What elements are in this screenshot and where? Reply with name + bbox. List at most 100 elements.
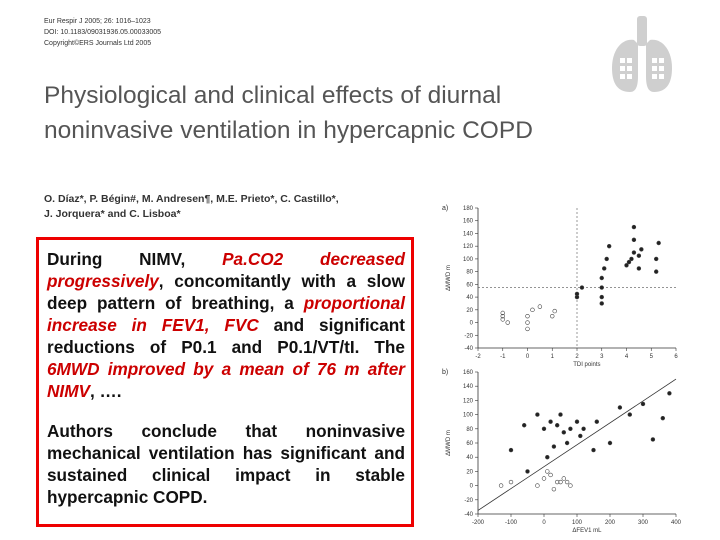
summary-highlight-fev1: proportional increase in FEV1, FVC xyxy=(47,293,405,335)
x-tick-label: 3 xyxy=(600,354,604,360)
data-point-filled xyxy=(574,419,580,424)
data-point-open xyxy=(537,304,543,309)
data-point-filled xyxy=(568,426,573,432)
data-point-open xyxy=(545,469,550,474)
data-point-filled xyxy=(636,266,642,271)
y-tick-label: 160 xyxy=(463,370,474,376)
summary-text: , concomitantly with a slow deep pattern… xyxy=(47,271,405,313)
data-point-filled xyxy=(521,423,527,428)
data-point-filled xyxy=(626,259,632,265)
data-point-filled xyxy=(639,247,644,252)
data-point-filled xyxy=(554,423,560,428)
x-tick-label: -100 xyxy=(505,520,518,526)
summary-highlight-paco2: Pa.CO2 decreased progressively xyxy=(47,249,405,291)
paper-title: Physiological and clinical effects of di… xyxy=(44,82,533,144)
data-point-filled xyxy=(660,415,666,421)
y-axis-label: ΔMWD m xyxy=(446,430,452,456)
data-point-filled xyxy=(591,447,596,453)
data-point-filled xyxy=(631,250,637,255)
y-tick-label: 20 xyxy=(466,469,473,475)
data-point-filled xyxy=(654,269,659,274)
authors-line-1: O. Díaz*, P. Bégin#, M. Andresen¶, M.E. … xyxy=(44,193,339,205)
data-point-filled xyxy=(602,266,607,271)
data-point-open xyxy=(530,307,535,313)
data-point-open xyxy=(525,313,530,319)
y-tick-label: 100 xyxy=(463,257,474,263)
summary-text: During NIMV, xyxy=(47,249,223,269)
y-tick-label: 180 xyxy=(463,206,474,212)
data-point-open xyxy=(554,479,560,485)
y-tick-label: 60 xyxy=(466,441,473,447)
x-tick-label: 0 xyxy=(542,520,546,526)
data-point-filled xyxy=(599,275,604,281)
data-point-filled xyxy=(579,285,585,290)
y-tick-label: 140 xyxy=(463,384,474,390)
y-tick-label: -20 xyxy=(464,333,473,339)
data-point-filled xyxy=(606,243,612,249)
data-point-filled xyxy=(564,440,570,446)
data-point-filled xyxy=(599,285,604,290)
data-point-open xyxy=(550,313,555,319)
data-point-open xyxy=(541,476,547,481)
data-point-filled xyxy=(535,412,540,417)
y-tick-label: 40 xyxy=(466,295,473,301)
data-point-filled xyxy=(581,426,586,432)
y-tick-label: 0 xyxy=(470,484,474,490)
data-point-filled xyxy=(656,240,661,246)
data-point-open xyxy=(500,317,505,322)
y-tick-label: 80 xyxy=(466,427,473,433)
data-point-open xyxy=(525,326,530,332)
data-point-filled xyxy=(558,412,563,417)
data-point-open xyxy=(561,476,567,481)
data-point-filled xyxy=(629,256,634,262)
data-point-open xyxy=(525,320,530,325)
x-tick-label: 1 xyxy=(551,354,555,360)
y-tick-label: 140 xyxy=(463,231,474,237)
data-point-filled xyxy=(525,469,530,474)
data-point-open xyxy=(505,320,510,325)
paper-authors: O. Díaz*, P. Bégin#, M. Andresen¶, M.E. … xyxy=(44,192,444,222)
data-point-filled xyxy=(627,412,633,417)
data-point-filled xyxy=(541,426,547,432)
journal-citation: Eur Respir J 2005; 26: 1016–1023 xyxy=(44,18,151,25)
y-tick-label: 0 xyxy=(470,321,474,327)
y-tick-label: 120 xyxy=(463,244,474,250)
data-point-filled xyxy=(631,237,637,243)
x-tick-label: 2 xyxy=(575,354,579,360)
data-point-open xyxy=(568,483,573,488)
data-point-open xyxy=(535,483,540,488)
x-tick-label: 100 xyxy=(572,520,583,526)
data-point-filled xyxy=(578,433,583,439)
y-tick-label: 60 xyxy=(466,282,473,288)
authors-line-2: J. Jorquera* and C. Lisboa* xyxy=(44,208,181,220)
data-point-filled xyxy=(640,401,646,407)
x-axis-label: ΔFEV1 mL xyxy=(572,528,602,534)
y-tick-label: 40 xyxy=(466,455,473,461)
x-tick-label: 0 xyxy=(526,354,530,360)
data-point-filled xyxy=(561,430,567,435)
data-point-open xyxy=(564,479,570,485)
data-point-filled xyxy=(624,263,629,268)
data-point-filled xyxy=(548,419,553,424)
x-tick-label: -1 xyxy=(500,354,506,360)
summary-box: During NIMV, Pa.CO2 decreased progressiv… xyxy=(36,237,414,527)
summary-highlight-6mwd: 6MWD improved by a mean of 76 m after NI… xyxy=(47,359,405,401)
y-tick-label: -20 xyxy=(464,498,473,504)
y-tick-label: -40 xyxy=(464,346,473,352)
data-point-open xyxy=(498,483,504,488)
panel-label: b) xyxy=(442,369,448,376)
y-axis-label: ΔMWD m xyxy=(446,265,452,291)
summary-paragraph-findings: During NIMV, Pa.CO2 decreased progressiv… xyxy=(47,248,405,402)
data-point-filled xyxy=(631,224,637,230)
y-tick-label: 120 xyxy=(463,398,474,404)
data-point-filled xyxy=(599,294,604,300)
x-tick-label: 5 xyxy=(650,354,654,360)
data-point-open xyxy=(500,313,505,319)
data-point-open xyxy=(508,479,514,485)
journal-doi: DOI: 10.1183/09031936.05.00033005 xyxy=(44,29,162,36)
x-tick-label: 300 xyxy=(638,520,649,526)
y-tick-label: 160 xyxy=(463,219,474,225)
journal-copyright: Copyright©ERS Journals Ltd 2005 xyxy=(44,40,152,47)
data-point-filled xyxy=(594,419,600,424)
